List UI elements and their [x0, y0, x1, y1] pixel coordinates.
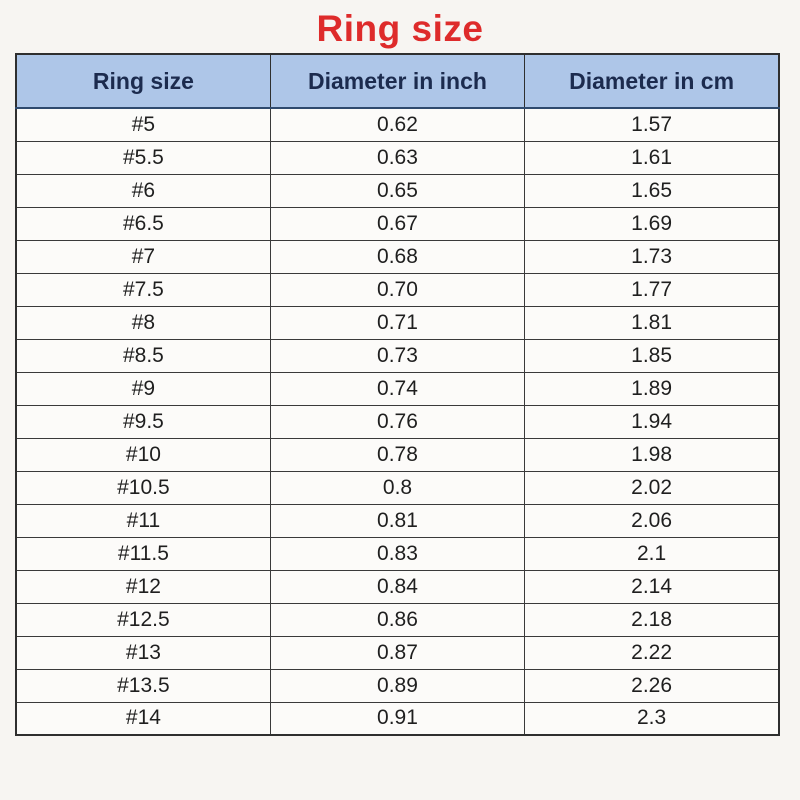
table-row: #11 0.81 2.06 [15, 503, 780, 538]
table-cell: #6 [15, 173, 271, 208]
table-cell: 2.14 [524, 569, 780, 604]
table-cell: 1.81 [524, 305, 780, 340]
table-cell: 1.98 [524, 437, 780, 472]
table-cell: 0.84 [269, 569, 526, 604]
table-row: #6.5 0.67 1.69 [15, 206, 780, 241]
table-cell: 1.73 [524, 239, 780, 274]
table-row: #12.5 0.86 2.18 [15, 602, 780, 637]
table-row: #7.5 0.70 1.77 [15, 272, 780, 307]
table-cell: 0.67 [269, 206, 526, 241]
table-cell: 2.3 [524, 701, 780, 736]
table-cell: 2.1 [524, 536, 780, 571]
table-cell: 2.26 [524, 668, 780, 703]
table-cell: 1.61 [524, 140, 780, 175]
table-header: Ring size Diameter in inch Diameter in cm [15, 53, 780, 109]
table-cell: #6.5 [15, 206, 271, 241]
table-row: #10 0.78 1.98 [15, 437, 780, 472]
table-row: #9 0.74 1.89 [15, 371, 780, 406]
table-row: #14 0.91 2.3 [15, 701, 780, 736]
table-cell: #8 [15, 305, 271, 340]
table-cell: 1.94 [524, 404, 780, 439]
table-cell: 1.57 [524, 107, 780, 142]
table-cell: 1.85 [524, 338, 780, 373]
table-cell: #10 [15, 437, 271, 472]
table-cell: 2.22 [524, 635, 780, 670]
table-header-row: Ring size Diameter in inch Diameter in cm [15, 53, 780, 109]
table-cell: 0.86 [269, 602, 526, 637]
table-row: #7 0.68 1.73 [15, 239, 780, 274]
table-cell: 0.83 [269, 536, 526, 571]
table-row: #8 0.71 1.81 [15, 305, 780, 340]
table-row: #11.5 0.83 2.1 [15, 536, 780, 571]
table-cell: 2.02 [524, 470, 780, 505]
table-cell: 0.87 [269, 635, 526, 670]
column-header: Diameter in inch [269, 53, 526, 109]
table-cell: 2.18 [524, 602, 780, 637]
table-cell: 0.76 [269, 404, 526, 439]
table-cell: #13.5 [15, 668, 271, 703]
table-cell: 0.71 [269, 305, 526, 340]
table-cell: #10.5 [15, 470, 271, 505]
table-cell: 0.78 [269, 437, 526, 472]
table-cell: #12 [15, 569, 271, 604]
table-cell: #9.5 [15, 404, 271, 439]
table-cell: 0.70 [269, 272, 526, 307]
table-row: #8.5 0.73 1.85 [15, 338, 780, 373]
table-cell: 0.65 [269, 173, 526, 208]
table-cell: 1.65 [524, 173, 780, 208]
table-body: #5 0.62 1.57 #5.5 0.63 1.61 #6 0.65 1.65 #6.5 0.67… [15, 107, 780, 736]
table-cell: #8.5 [15, 338, 271, 373]
table-cell: 0.68 [269, 239, 526, 274]
table-cell: 0.73 [269, 338, 526, 373]
table-row: #6 0.65 1.65 [15, 173, 780, 208]
table-cell: #5.5 [15, 140, 271, 175]
page-title: Ring size [316, 8, 484, 49]
table-cell: #13 [15, 635, 271, 670]
table-cell: #7 [15, 239, 271, 274]
table-row: #9.5 0.76 1.94 [15, 404, 780, 439]
table-row: #5 0.62 1.57 [15, 107, 780, 142]
table-cell: 2.06 [524, 503, 780, 538]
table-row: #13.5 0.89 2.26 [15, 668, 780, 703]
table-cell: #7.5 [15, 272, 271, 307]
table-cell: 0.74 [269, 371, 526, 406]
table-cell: #11.5 [15, 536, 271, 571]
table-row: #13 0.87 2.22 [15, 635, 780, 670]
table-cell: 0.89 [269, 668, 526, 703]
table-row: #10.5 0.8 2.02 [15, 470, 780, 505]
column-header: Ring size [15, 53, 271, 109]
table-cell: 1.77 [524, 272, 780, 307]
table-cell: #9 [15, 371, 271, 406]
table-cell: #12.5 [15, 602, 271, 637]
table-row: #5.5 0.63 1.61 [15, 140, 780, 175]
table-cell: 0.91 [269, 701, 526, 736]
column-header: Diameter in cm [524, 53, 780, 109]
table-cell: #5 [15, 107, 271, 142]
table-cell: #14 [15, 701, 271, 736]
table-cell: 0.8 [269, 470, 526, 505]
table-cell: 1.89 [524, 371, 780, 406]
table-cell: 0.63 [269, 140, 526, 175]
table-row: #12 0.84 2.14 [15, 569, 780, 604]
ring-size-table: Ring size Diameter in inch Diameter in cm … [15, 53, 780, 736]
table-cell: 0.81 [269, 503, 526, 538]
table-cell: #11 [15, 503, 271, 538]
table-cell: 0.62 [269, 107, 526, 142]
table-cell: 1.69 [524, 206, 780, 241]
